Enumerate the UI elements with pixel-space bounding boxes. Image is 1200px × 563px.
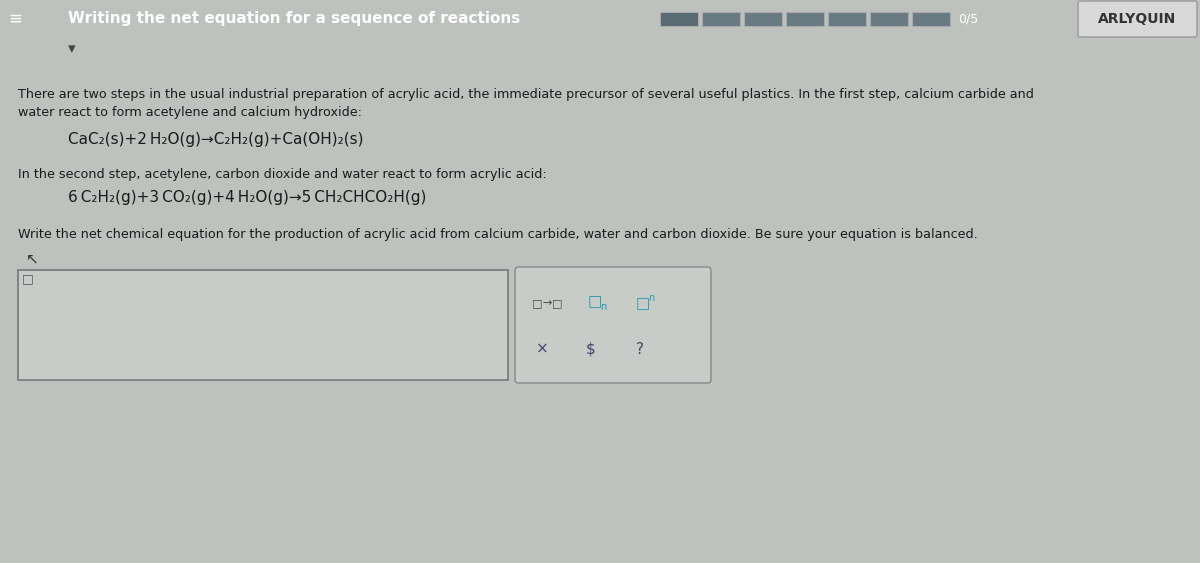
Text: □: □ bbox=[532, 298, 542, 308]
Text: water react to form acetylene and calcium hydroxide:: water react to form acetylene and calciu… bbox=[18, 106, 362, 119]
Text: □: □ bbox=[22, 272, 34, 285]
Text: ARLYQUIN: ARLYQUIN bbox=[1098, 12, 1176, 26]
Text: □: □ bbox=[588, 294, 602, 310]
FancyBboxPatch shape bbox=[515, 267, 710, 383]
Text: n: n bbox=[600, 302, 606, 312]
Text: There are two steps in the usual industrial preparation of acrylic acid, the imm: There are two steps in the usual industr… bbox=[18, 88, 1034, 101]
Text: ↖: ↖ bbox=[26, 252, 38, 267]
Bar bbox=[702, 12, 740, 26]
Bar bbox=[18, 270, 508, 380]
Text: 0/5: 0/5 bbox=[958, 12, 978, 25]
Text: In the second step, acetylene, carbon dioxide and water react to form acrylic ac: In the second step, acetylene, carbon di… bbox=[18, 168, 547, 181]
Text: n: n bbox=[648, 293, 654, 303]
Bar bbox=[912, 12, 950, 26]
Bar bbox=[870, 12, 908, 26]
Text: □: □ bbox=[636, 297, 650, 311]
Text: $: $ bbox=[586, 342, 595, 357]
Text: ≡: ≡ bbox=[8, 10, 22, 28]
Text: ?: ? bbox=[636, 342, 644, 357]
Text: ▾: ▾ bbox=[68, 42, 76, 56]
Bar bbox=[828, 12, 866, 26]
Text: 6 C₂H₂(g)+3 CO₂(g)+4 H₂O(g)→5 CH₂CHCO₂H(g): 6 C₂H₂(g)+3 CO₂(g)+4 H₂O(g)→5 CH₂CHCO₂H(… bbox=[68, 190, 426, 205]
Text: Writing the net equation for a sequence of reactions: Writing the net equation for a sequence … bbox=[68, 11, 521, 26]
Bar bbox=[660, 12, 698, 26]
Text: Write the net chemical equation for the production of acrylic acid from calcium : Write the net chemical equation for the … bbox=[18, 228, 978, 241]
Text: →: → bbox=[542, 298, 551, 308]
FancyBboxPatch shape bbox=[1078, 1, 1198, 37]
Bar bbox=[744, 12, 782, 26]
Text: CaC₂(s)+2 H₂O(g)→C₂H₂(g)+Ca(OH)₂(s): CaC₂(s)+2 H₂O(g)→C₂H₂(g)+Ca(OH)₂(s) bbox=[68, 132, 364, 147]
Bar bbox=[786, 12, 824, 26]
Text: ×: × bbox=[536, 342, 548, 357]
Text: □: □ bbox=[552, 298, 563, 308]
